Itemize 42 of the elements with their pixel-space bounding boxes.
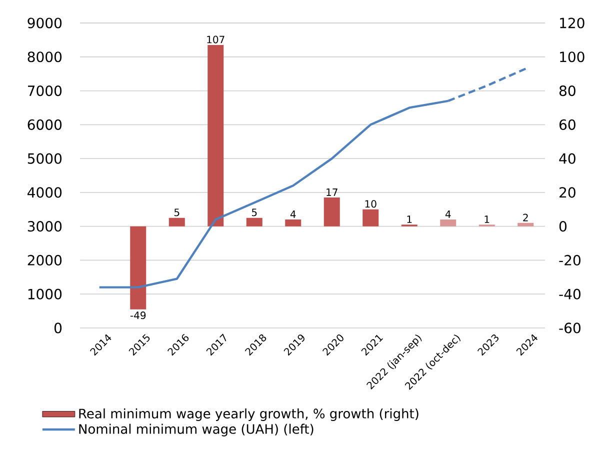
bar: [440, 220, 456, 226]
y2-tick-label: 120: [560, 18, 584, 28]
data-label: 5: [174, 208, 180, 216]
y2-tick-label: 60: [560, 119, 576, 130]
data-label: 4: [445, 210, 451, 218]
y2-tick-label: 20: [560, 187, 576, 198]
data-label: 17: [326, 188, 338, 196]
data-label: 2: [523, 214, 528, 222]
y-tick-label: 8000: [28, 52, 62, 62]
bar: [130, 226, 146, 310]
y-tick-label: 1000: [28, 288, 62, 300]
y2-tick-label: 0: [559, 221, 567, 232]
y-tick-label: 5000: [28, 153, 62, 164]
legend-label: Real minimum wage yearly growth, % growth (right): [79, 408, 418, 422]
y-tick-label: 3000: [28, 221, 62, 232]
bar: [285, 220, 302, 226]
bar: [324, 198, 340, 226]
bar: [208, 45, 224, 226]
bar: [246, 218, 262, 226]
data-label: 5: [252, 208, 257, 216]
y-tick-label: 7000: [28, 85, 62, 96]
data-label: 1: [407, 216, 412, 223]
y-tick-label: 2000: [28, 254, 62, 266]
y-tick-label: 6000: [28, 119, 62, 130]
y-tick-label: 4000: [28, 187, 62, 198]
data-label: 1: [484, 216, 490, 223]
y2-tick-label: 80: [559, 85, 576, 96]
data-label: -49: [130, 312, 146, 320]
y2-tick-label: -40: [559, 288, 580, 300]
bar: [518, 222, 534, 226]
data-label: 107: [207, 36, 224, 44]
y2-tick-label: -20: [559, 254, 580, 266]
y2-tick-label: 40: [559, 153, 576, 164]
y-tick-label: 9000: [28, 18, 62, 28]
y2-tick-label: 100: [560, 52, 584, 62]
y2-tick-label: -60: [559, 322, 580, 334]
legend-label: Nominal minimum wage (UAH) (left): [79, 424, 314, 436]
data-label: 10: [365, 200, 376, 208]
bar: [168, 218, 185, 226]
bar: [362, 209, 379, 226]
data-label: 4: [290, 210, 296, 218]
y-tick-label: 0: [54, 322, 62, 334]
